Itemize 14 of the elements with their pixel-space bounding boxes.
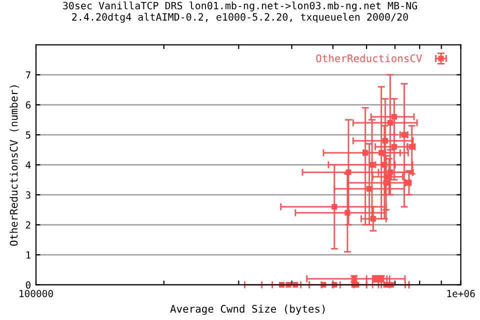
y-axis-title: OtherReductionsCV (number) [10, 85, 19, 246]
x-tick-label: 100000 [20, 290, 53, 298]
y-tick-label: 0 [26, 281, 31, 289]
x-axis-title: Average Cwnd Size (bytes) [170, 304, 325, 315]
y-tick-label: 4 [26, 161, 31, 169]
y-tick-label: 2 [26, 221, 30, 229]
y-tick-label: 7 [26, 71, 30, 79]
y-tick-label: 1 [26, 251, 30, 259]
y-tick-label: 5 [26, 131, 30, 139]
legend-label: OtherReductionsCV [316, 54, 422, 62]
x-tick-label: 1e+06 [447, 290, 475, 298]
y-tick-label: 3 [26, 191, 30, 199]
chart-title: 30sec VanillaTCP DRS lon01.mb-ng.net->lon03.mb-ng.net MB-NG 2.4.20dtg4 altAIMD-0.2, e1000-5.2.20, txqueuelen 2000/20 [63, 2, 417, 23]
y-tick-label: 6 [26, 101, 31, 109]
